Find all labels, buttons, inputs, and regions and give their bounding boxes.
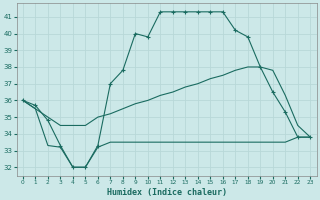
X-axis label: Humidex (Indice chaleur): Humidex (Indice chaleur): [107, 188, 227, 197]
